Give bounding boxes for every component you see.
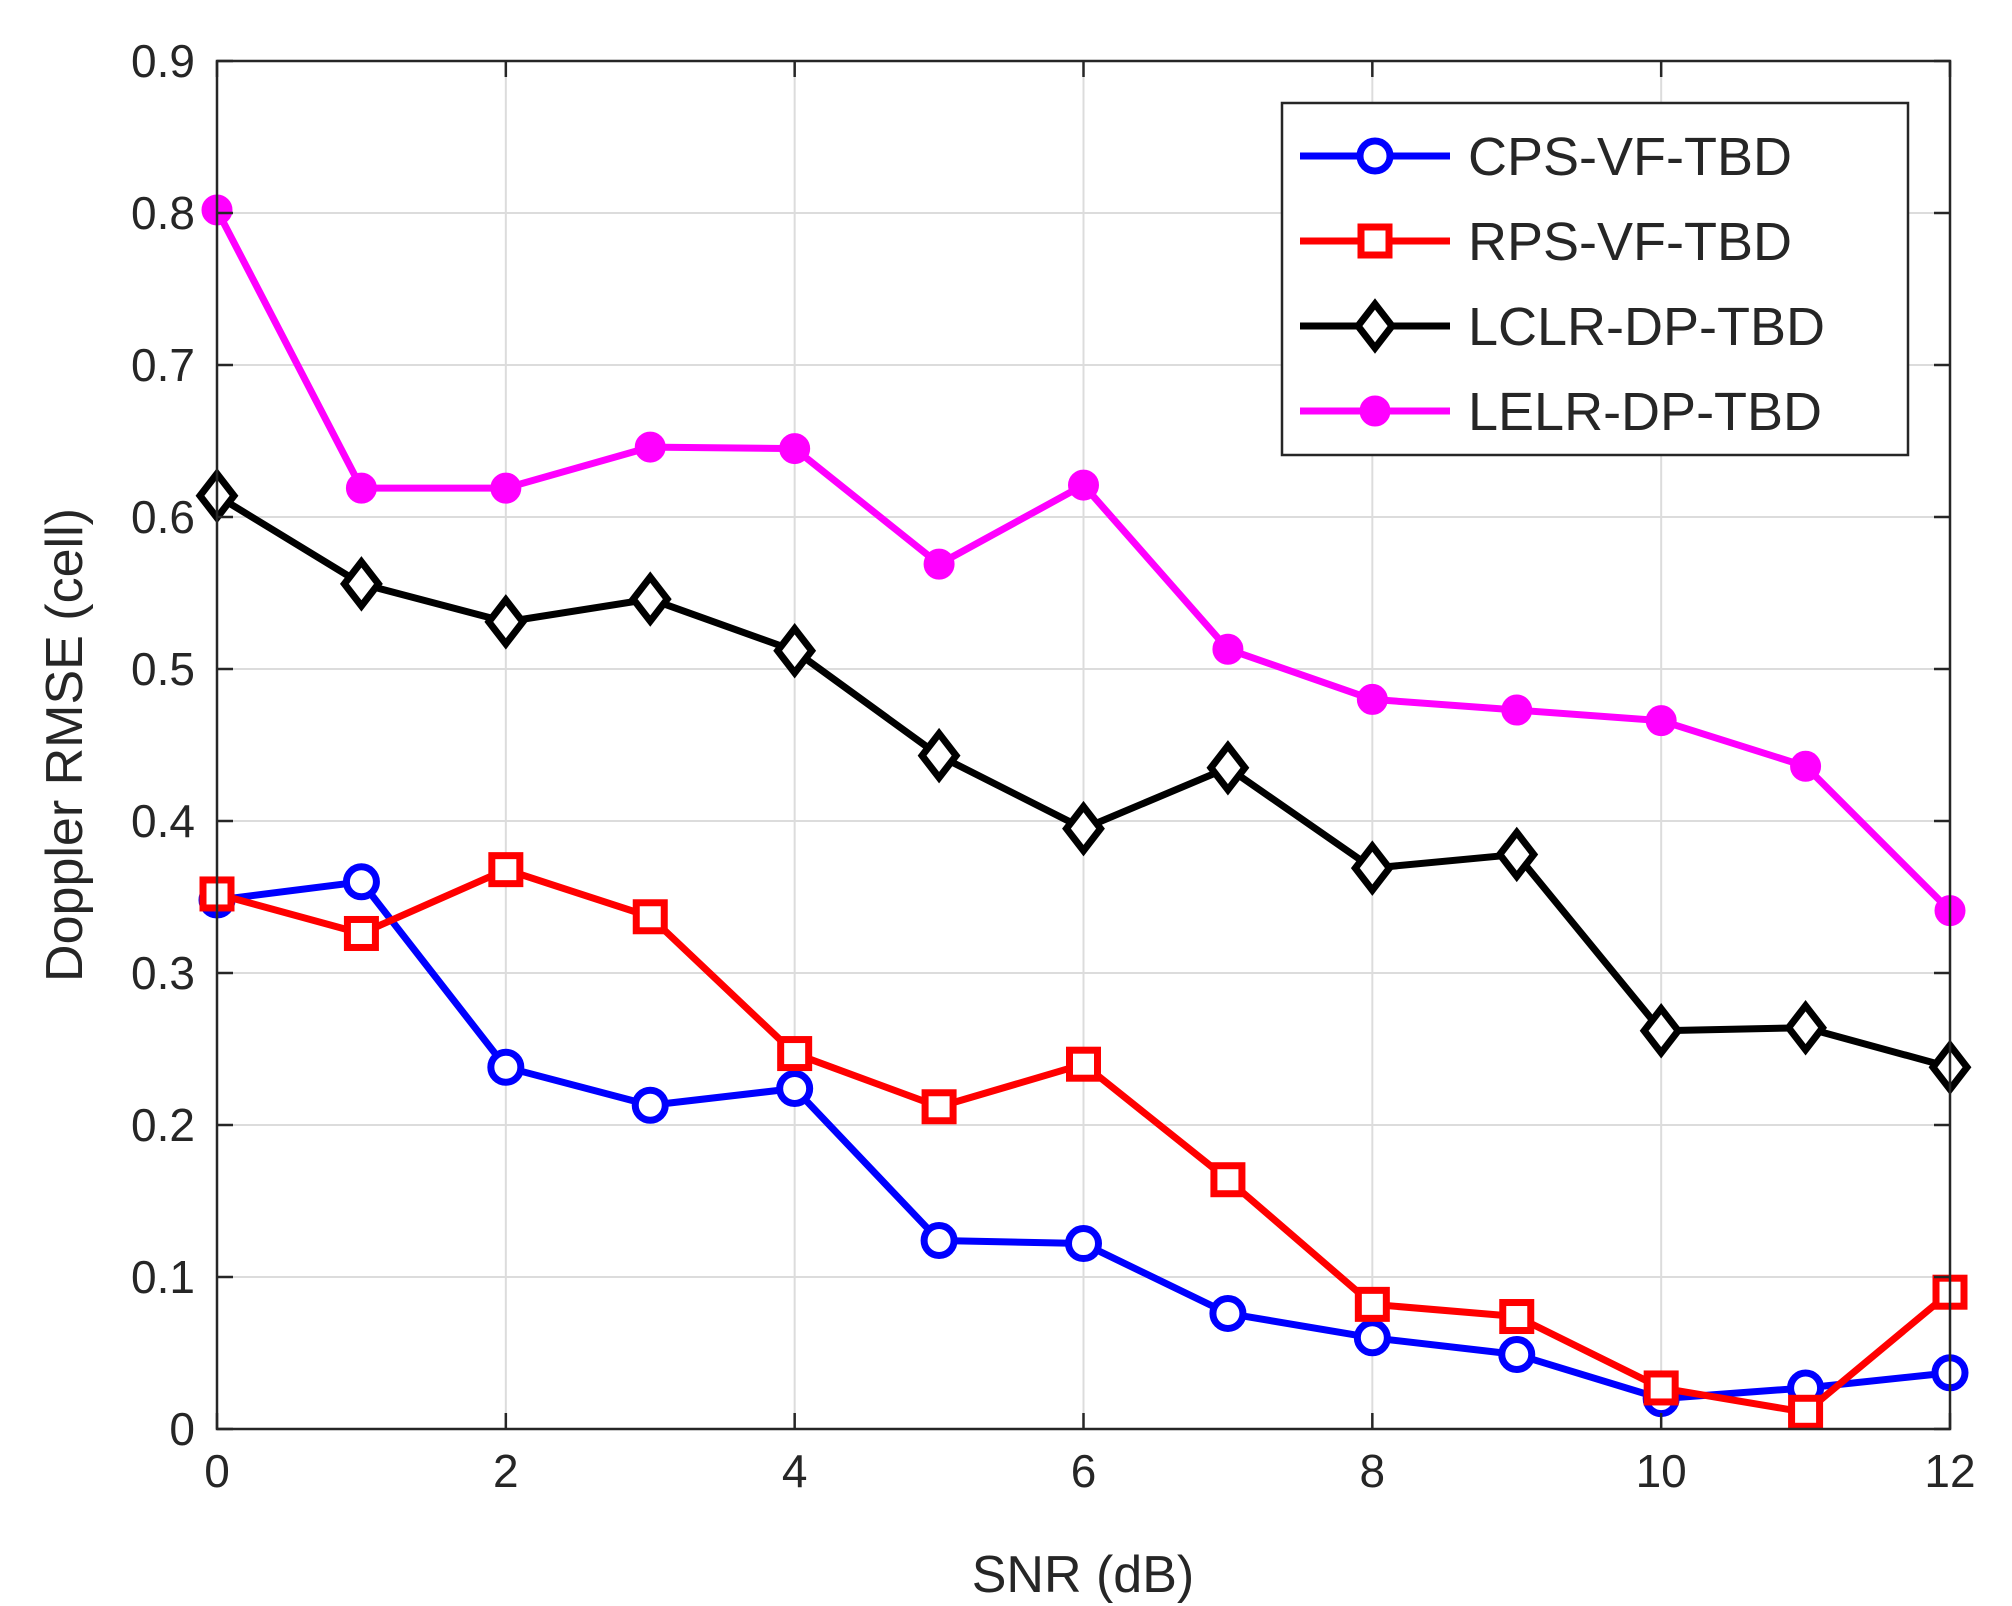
- legend-item: CPS-VF-TBD: [1300, 127, 1792, 187]
- x-axis-label: SNR (dB): [972, 1546, 1194, 1604]
- data-point: [343, 915, 379, 951]
- y-tick-label: 0.7: [131, 339, 195, 391]
- x-tick-label: 10: [1636, 1445, 1687, 1497]
- y-tick-label: 0.9: [131, 35, 195, 87]
- y-tick-label: 0.1: [131, 1251, 195, 1303]
- data-point: [1645, 705, 1677, 737]
- y-tick-label: 0.4: [131, 795, 195, 847]
- legend-marker: [1353, 298, 1397, 354]
- data-point: [920, 1222, 958, 1260]
- data-point: [776, 1070, 814, 1108]
- x-tick-label: 2: [493, 1445, 519, 1497]
- legend-item: LCLR-DP-TBD: [1300, 297, 1825, 357]
- y-tick-label: 0.2: [131, 1099, 195, 1151]
- series-lelr-dp-tbd: [201, 194, 1966, 927]
- ticks: 0 2 4 6 8 10 12 0 0.1 0.2 0.3 0.4 0.5 0.6 0.7 0.8 0.9: [131, 35, 1976, 1497]
- legend-marker: [1356, 137, 1394, 175]
- data-point: [1354, 1286, 1390, 1322]
- x-tick-label: 8: [1360, 1445, 1386, 1497]
- data-point: [1350, 840, 1394, 896]
- legend: CPS-VF-TBD RPS-VF-TBD LCLR-DP-TBD LELR-DP-T…: [1280, 101, 1910, 457]
- data-point: [1065, 1225, 1102, 1263]
- x-tick-label: 0: [204, 1445, 230, 1497]
- y-tick-label: 0.5: [131, 643, 195, 695]
- legend-item: LELR-DP-TBD: [1300, 382, 1822, 442]
- legend-item: RPS-VF-TBD: [1300, 212, 1792, 272]
- legend-label: CPS-VF-TBD: [1468, 127, 1792, 187]
- data-point: [1499, 1299, 1535, 1335]
- x-tick-label: 4: [782, 1445, 808, 1497]
- series-rps-vf-tbd: [199, 852, 1968, 1430]
- y-tick-label: 0: [169, 1403, 195, 1455]
- data-point: [488, 852, 524, 888]
- data-point: [1212, 633, 1244, 665]
- data-point: [1498, 1336, 1536, 1374]
- data-point: [632, 899, 668, 935]
- data-point: [1062, 800, 1105, 857]
- x-tick-label: 6: [1071, 1445, 1097, 1497]
- data-point: [921, 1089, 957, 1125]
- legend-marker: [1359, 395, 1391, 427]
- y-tick-label: 0.8: [131, 187, 195, 239]
- legend-label: RPS-VF-TBD: [1468, 212, 1792, 272]
- data-point: [1639, 1003, 1683, 1059]
- y-axis-label: Doppler RMSE (cell): [36, 508, 94, 982]
- data-point: [339, 556, 383, 612]
- y-tick-label: 0.6: [131, 491, 195, 543]
- data-point: [631, 1086, 669, 1124]
- data-point: [484, 594, 528, 650]
- data-point: [1501, 694, 1533, 726]
- legend-label: LCLR-DP-TBD: [1468, 297, 1825, 357]
- data-point: [1643, 1370, 1679, 1406]
- data-point: [1353, 1319, 1391, 1357]
- data-point: [1356, 683, 1388, 715]
- data-point: [1788, 1394, 1824, 1430]
- y-tick-label: 0.3: [131, 947, 195, 999]
- data-point: [490, 472, 522, 504]
- x-tick-label: 12: [1924, 1445, 1975, 1497]
- data-point: [1068, 469, 1099, 501]
- data-point: [1790, 750, 1822, 782]
- data-point: [779, 433, 811, 465]
- data-point: [1210, 1162, 1246, 1198]
- legend-marker: [1357, 223, 1393, 259]
- data-point: [1784, 999, 1828, 1056]
- data-point: [777, 1036, 813, 1072]
- legend-label: LELR-DP-TBD: [1468, 382, 1822, 442]
- data-point: [773, 623, 817, 679]
- data-point: [917, 727, 961, 784]
- data-point: [634, 431, 666, 463]
- data-point: [1209, 1294, 1247, 1332]
- data-point: [628, 571, 672, 627]
- data-point: [923, 548, 955, 580]
- data-point: [1495, 826, 1539, 883]
- data-point: [342, 863, 380, 901]
- data-point: [1066, 1046, 1101, 1082]
- data-point: [487, 1048, 525, 1086]
- data-point: [345, 472, 377, 504]
- data-point: [1206, 740, 1250, 796]
